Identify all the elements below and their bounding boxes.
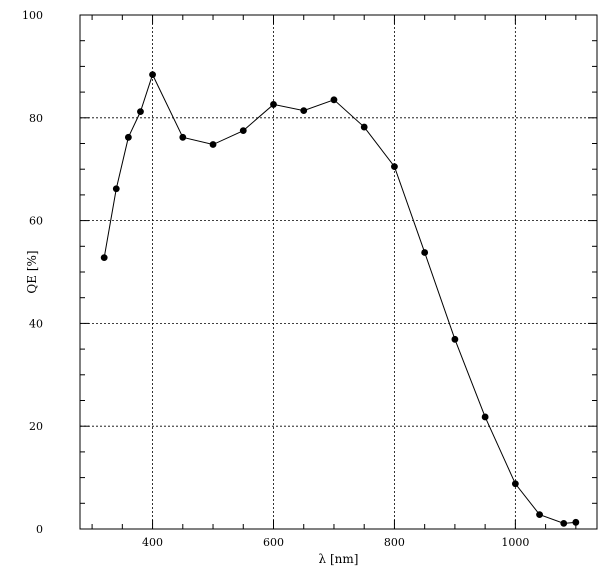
y-tick-label: 40 — [29, 317, 43, 330]
data-point — [100, 254, 108, 262]
data-point — [209, 141, 217, 148]
data-point — [137, 108, 144, 116]
y-tick-label: 60 — [29, 215, 43, 228]
axis-ticks — [80, 14, 597, 530]
data-point — [536, 511, 543, 519]
data-point — [124, 133, 132, 141]
y-axis-title: QE [%] — [25, 250, 39, 293]
y-tick-label: 80 — [29, 112, 43, 125]
x-tick-label: 600 — [263, 536, 284, 549]
data-point — [572, 518, 580, 526]
data-point — [560, 519, 568, 527]
data-point — [360, 123, 368, 131]
grid-lines — [80, 15, 597, 529]
y-tick-label: 0 — [36, 523, 43, 536]
y-tick-label: 20 — [29, 420, 43, 433]
data-point — [511, 480, 519, 488]
data-point — [300, 107, 308, 115]
data-point — [179, 133, 187, 141]
data-point — [239, 127, 247, 135]
x-axis-title: λ [nm] — [319, 552, 359, 566]
data-point — [481, 413, 489, 421]
x-tick-label: 1000 — [501, 536, 529, 549]
data-point — [451, 335, 459, 343]
data-point — [421, 249, 429, 256]
data-point — [270, 101, 277, 108]
data-point — [391, 163, 398, 171]
x-tick-label: 400 — [142, 536, 163, 549]
data-point — [112, 185, 120, 193]
series-line — [103, 73, 576, 524]
y-tick-label: 100 — [22, 9, 43, 22]
series-layer — [100, 71, 580, 527]
data-point — [149, 71, 156, 79]
x-tick-label: 800 — [384, 536, 405, 549]
plot-frame — [79, 14, 598, 530]
data-point — [330, 96, 338, 104]
tick-labels: 400 600 800 1000 0 20 40 60 80 100 — [22, 9, 529, 549]
